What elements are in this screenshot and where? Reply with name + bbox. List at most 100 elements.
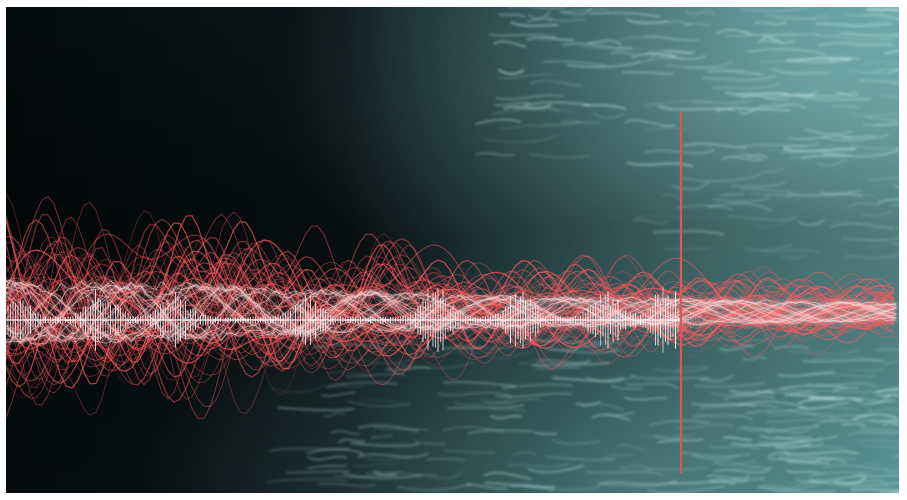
caustic-line bbox=[699, 403, 778, 409]
caustic-line bbox=[761, 249, 821, 255]
caustic-line bbox=[773, 345, 809, 350]
caustic-line bbox=[744, 426, 820, 432]
caustic-line bbox=[760, 58, 835, 63]
caustic-line bbox=[693, 414, 753, 420]
caustic-line bbox=[501, 383, 574, 389]
caustic-line bbox=[730, 181, 787, 188]
caustic-line bbox=[314, 343, 386, 350]
caustic-line bbox=[454, 402, 514, 406]
underwater-waveform-scene bbox=[6, 7, 899, 493]
caustic-line bbox=[759, 103, 807, 110]
caustic-line bbox=[408, 352, 479, 357]
caustic-line bbox=[886, 490, 899, 493]
caustic-line bbox=[715, 107, 791, 112]
caustic-line bbox=[859, 61, 899, 68]
caustic-line bbox=[790, 153, 846, 159]
caustic-line bbox=[680, 173, 762, 183]
caustic-line bbox=[891, 469, 899, 471]
caustic-line bbox=[761, 35, 784, 44]
red-waveform-strand bbox=[6, 246, 895, 336]
caustic-line bbox=[852, 413, 897, 421]
caustic-line bbox=[358, 452, 429, 458]
caustic-line bbox=[493, 40, 527, 48]
caustic-line bbox=[787, 192, 864, 198]
caustic-line bbox=[690, 414, 739, 420]
caustic-line bbox=[849, 149, 899, 154]
caustic-line bbox=[307, 455, 348, 461]
caustic-line bbox=[784, 458, 822, 464]
caustic-line bbox=[529, 153, 591, 159]
caustic-line bbox=[325, 384, 364, 388]
caustic-line bbox=[788, 135, 852, 140]
caustic-line bbox=[259, 360, 285, 364]
caustic-line bbox=[706, 474, 751, 479]
caustic-line bbox=[808, 474, 866, 483]
caustic-line bbox=[739, 188, 791, 193]
caustic-line bbox=[442, 426, 504, 434]
caustic-line bbox=[542, 60, 606, 67]
caustic-line bbox=[489, 33, 557, 39]
caustic-line bbox=[265, 478, 348, 483]
caustic-line bbox=[634, 215, 692, 219]
caustic-line bbox=[858, 79, 899, 83]
caustic-line bbox=[740, 7, 811, 12]
caustic-line bbox=[674, 185, 703, 191]
caustic-line bbox=[321, 391, 356, 397]
caustic-line bbox=[719, 345, 754, 352]
caustic-line bbox=[723, 436, 753, 441]
caustic-line bbox=[767, 451, 792, 459]
caustic-line bbox=[762, 95, 841, 101]
caustic-line bbox=[684, 22, 710, 27]
caustic-line bbox=[626, 161, 694, 168]
caustic-line bbox=[587, 39, 623, 46]
caustic-line bbox=[865, 116, 899, 122]
caustic-line bbox=[778, 455, 857, 460]
caustic-line bbox=[851, 113, 899, 117]
caustic-line bbox=[744, 153, 768, 160]
caustic-line bbox=[582, 104, 626, 110]
caustic-line bbox=[642, 100, 714, 106]
caustic-line bbox=[713, 196, 770, 203]
caustic-line bbox=[467, 429, 534, 435]
caustic-line bbox=[692, 99, 754, 104]
caustic-line bbox=[524, 334, 570, 342]
caustic-line bbox=[715, 460, 756, 467]
caustic-line bbox=[766, 428, 810, 434]
caustic-line bbox=[877, 198, 899, 204]
caustic-line bbox=[866, 7, 899, 12]
caustic-line bbox=[864, 462, 889, 468]
caustic-line bbox=[727, 105, 751, 112]
caustic-line bbox=[848, 69, 884, 74]
caustic-line bbox=[625, 382, 679, 389]
caustic-line bbox=[322, 412, 345, 417]
caustic-line bbox=[804, 373, 876, 377]
caustic-line bbox=[882, 422, 899, 425]
caustic-line bbox=[823, 148, 899, 158]
caustic-line bbox=[666, 60, 734, 69]
caustic-line bbox=[872, 68, 899, 72]
caustic-line bbox=[551, 439, 601, 445]
caustic-line bbox=[357, 455, 410, 461]
caustic-line bbox=[737, 426, 775, 430]
caustic-line bbox=[609, 51, 636, 56]
caustic-line bbox=[759, 435, 812, 440]
caustic-line bbox=[847, 369, 885, 371]
caustic-line bbox=[447, 404, 525, 409]
caustic-line bbox=[544, 456, 616, 461]
red-waveform-strand bbox=[6, 241, 895, 386]
caustic-line bbox=[832, 481, 899, 487]
caustic-line bbox=[548, 348, 619, 354]
caustic-line bbox=[873, 392, 899, 398]
caustic-line bbox=[592, 112, 625, 119]
image-frame bbox=[6, 7, 899, 493]
caustic-line bbox=[326, 381, 398, 389]
caustic-line bbox=[620, 465, 651, 472]
caustic-line bbox=[891, 390, 899, 392]
caustic-line bbox=[850, 397, 894, 403]
caustic-line bbox=[848, 202, 880, 208]
caustic-line bbox=[868, 243, 899, 248]
caustic-line bbox=[510, 21, 559, 27]
caustic-line bbox=[842, 236, 899, 242]
red-waveform-core bbox=[6, 282, 897, 344]
caustic-line bbox=[345, 373, 407, 378]
